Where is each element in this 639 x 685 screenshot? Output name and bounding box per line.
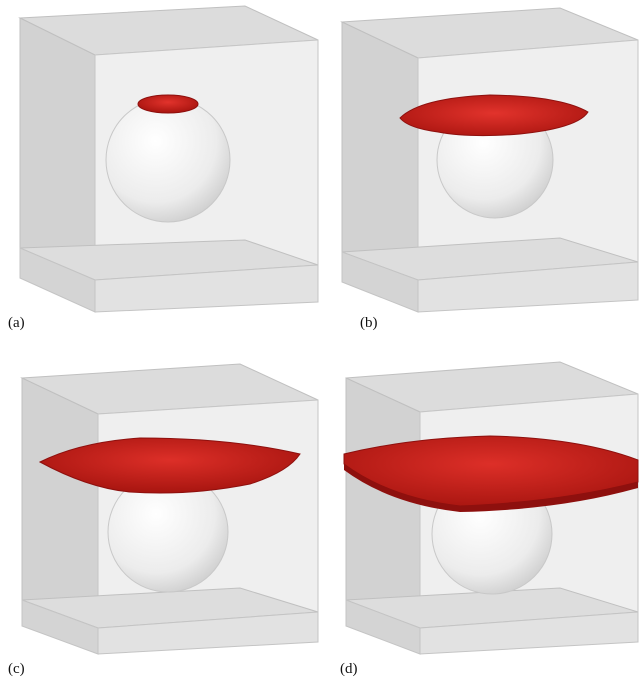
- panel-b-render: [340, 7, 639, 313]
- panel-label: (d): [340, 661, 358, 677]
- box-left-face: [19, 17, 96, 281]
- panel-label: (c): [8, 661, 25, 677]
- panel-d-render: [343, 361, 639, 655]
- box-left-face: [21, 377, 99, 629]
- box-left-face: [345, 377, 421, 629]
- box-left-face: [341, 21, 419, 281]
- panel-b: (b): [320, 0, 639, 342]
- film-sheet: [38, 437, 301, 494]
- panel-a-render: [18, 5, 319, 313]
- panel-c: (c): [0, 342, 320, 684]
- sphere: [105, 97, 231, 223]
- panel-c-render: [20, 363, 319, 655]
- panel-a: (a): [0, 0, 320, 342]
- panel-label: (b): [360, 315, 378, 331]
- film-cap: [137, 94, 199, 114]
- panel-d: (d): [320, 342, 639, 684]
- film-sheet: [399, 94, 589, 137]
- panel-label: (a): [8, 315, 25, 331]
